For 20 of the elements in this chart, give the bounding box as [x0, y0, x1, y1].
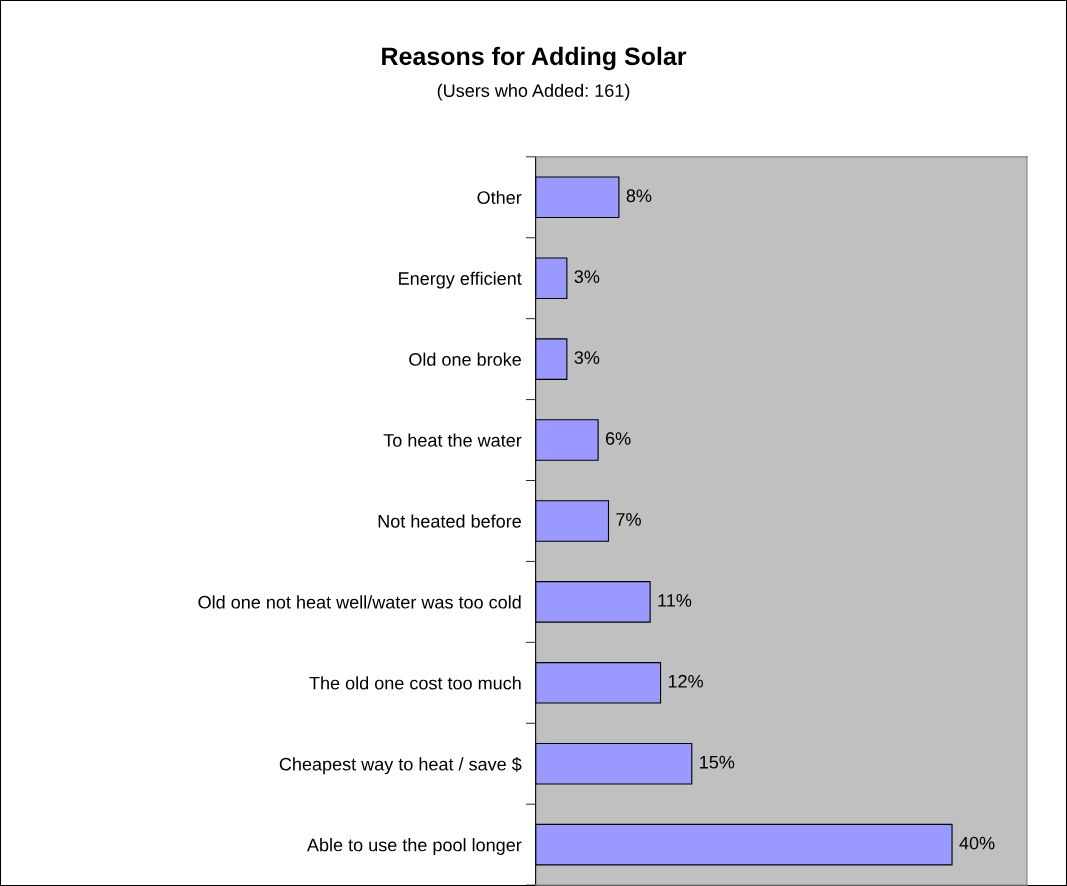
data-label: 3%: [574, 270, 600, 284]
data-label: 40%: [959, 836, 995, 850]
chart-title: Reasons for Adding Solar: [382, 46, 687, 71]
y-tick-label: Old one broke: [409, 352, 521, 366]
chart-subtitle: (Users who Added: 161): [437, 83, 630, 101]
y-tick-label: Other: [477, 190, 522, 204]
data-label: 6%: [605, 432, 631, 445]
y-tick-label: Able to use the pool longer: [306, 838, 522, 855]
data-label: 11%: [658, 594, 692, 607]
y-tick-label: Energy efficient: [399, 271, 522, 289]
y-tick-label: Old one not heat well/water was too cold: [198, 595, 521, 609]
data-label: 15%: [700, 755, 735, 769]
data-label: 7%: [616, 513, 641, 526]
y-tick-label: To heat the water: [383, 433, 522, 447]
data-label: 3%: [574, 351, 600, 364]
y-tick-label: Cheapest way to heat / save $: [279, 757, 522, 775]
data-label: 12%: [668, 674, 703, 688]
y-tick-label: Not heated before: [378, 514, 521, 528]
y-tick-label: The old one cost too much: [309, 676, 521, 690]
data-label: 8%: [626, 189, 652, 203]
